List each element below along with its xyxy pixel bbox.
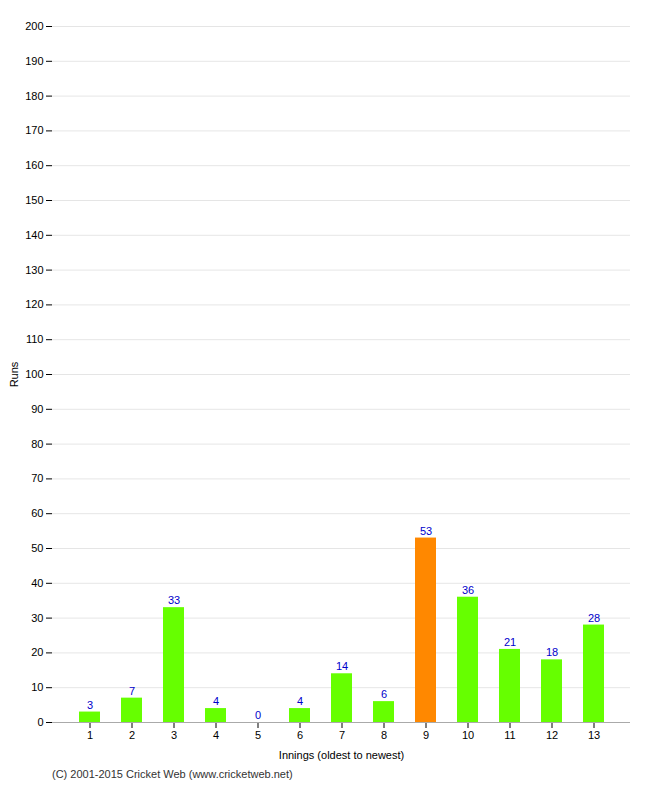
svg-text:80: 80	[31, 438, 43, 450]
html-text:(C) 2001-2015 Cricket Web (www: (C) 2001-2015 Cricket Web (www.cricketwe…	[52, 768, 293, 780]
svg-text:60: 60	[31, 507, 43, 519]
svg-text:1: 1	[87, 729, 93, 741]
svg-text:2: 2	[129, 729, 135, 741]
svg-text:3: 3	[87, 699, 93, 711]
svg-text:7: 7	[339, 729, 345, 741]
svg-text:5: 5	[255, 729, 261, 741]
svg-text:150: 150	[25, 194, 43, 206]
svg-text:100: 100	[25, 368, 43, 380]
svg-text:11: 11	[504, 729, 515, 741]
svg-text:4: 4	[213, 695, 219, 707]
svg-text:110: 110	[26, 333, 44, 345]
svg-text:6: 6	[381, 688, 387, 700]
svg-text:21: 21	[504, 636, 516, 648]
svg-text:12: 12	[546, 729, 558, 741]
svg-text:Innings (oldest to newest): Innings (oldest to newest)	[279, 749, 404, 761]
svg-text:190: 190	[25, 55, 43, 67]
svg-text:33: 33	[168, 594, 180, 606]
svg-text:130: 130	[25, 264, 43, 276]
svg-text:50: 50	[31, 542, 43, 554]
svg-text:160: 160	[25, 159, 43, 171]
svg-text:Runs: Runs	[8, 361, 20, 387]
svg-text:200: 200	[25, 20, 43, 32]
svg-text:30: 30	[31, 612, 43, 624]
svg-text:180: 180	[25, 90, 43, 102]
svg-text:28: 28	[588, 612, 600, 624]
svg-text:9: 9	[423, 729, 429, 741]
svg-text:8: 8	[381, 729, 387, 741]
svg-text:90: 90	[31, 403, 43, 415]
svg-text:6: 6	[297, 729, 303, 741]
svg-text:4: 4	[297, 695, 303, 707]
svg-text:10: 10	[31, 681, 43, 693]
svg-text:14: 14	[336, 660, 348, 672]
svg-text:0: 0	[255, 709, 261, 721]
svg-text:4: 4	[213, 729, 219, 741]
svg-text:40: 40	[31, 577, 43, 589]
svg-text:53: 53	[420, 525, 432, 537]
svg-text:70: 70	[31, 472, 43, 484]
svg-text:120: 120	[25, 298, 43, 310]
svg-text:7: 7	[129, 685, 135, 697]
svg-text:18: 18	[546, 646, 558, 658]
svg-text:170: 170	[25, 124, 43, 136]
svg-text:140: 140	[25, 229, 43, 241]
svg-text:10: 10	[462, 729, 474, 741]
svg-text:20: 20	[31, 646, 43, 658]
svg-text:36: 36	[462, 584, 474, 596]
svg-text:13: 13	[588, 729, 600, 741]
svg-text:0: 0	[37, 716, 43, 728]
svg-text:3: 3	[171, 729, 177, 741]
